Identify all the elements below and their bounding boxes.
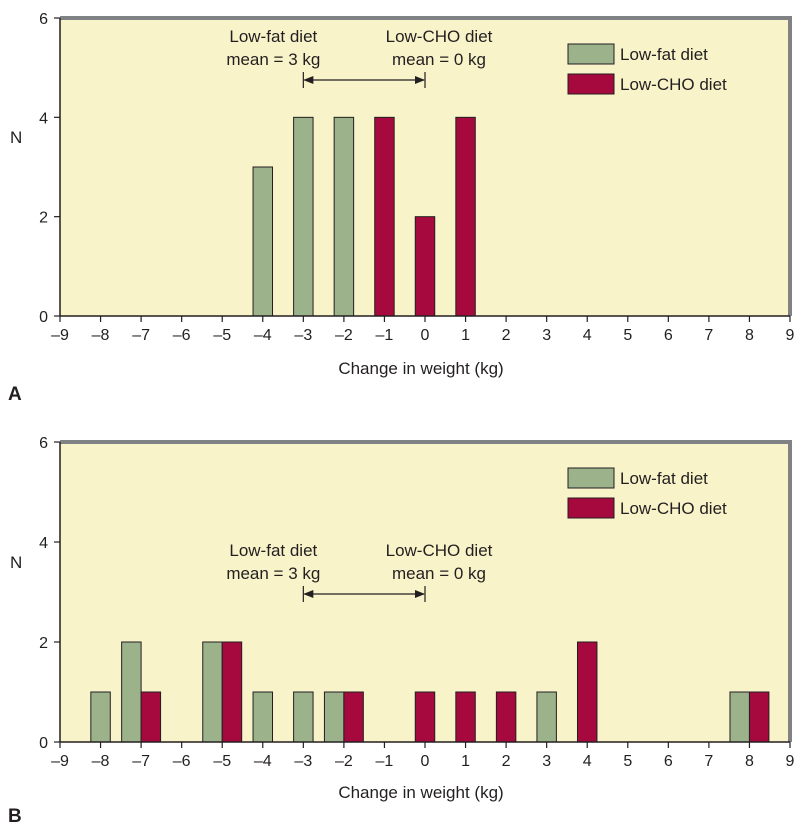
panel-b: –9 –8 –7 –6 –5 –4 –3 –2 –1 0 1 2 3 4 5 6 7 8 9 0 2 4 6 Change i…: [8, 435, 795, 826]
x-tick-label: 8: [745, 327, 754, 344]
low-fat-bar: [252, 691, 274, 743]
low-fat-bar: [333, 116, 355, 317]
low-fat-bar: [202, 641, 223, 743]
low-fat-mean-annotation: Low-fat diet: [229, 27, 317, 46]
x-tick-label: 1: [461, 327, 470, 344]
low-fat-bar: [323, 691, 345, 743]
x-tick-label: 8: [745, 753, 754, 770]
x-tick-label: 4: [583, 753, 592, 770]
low-cho-bar: [140, 691, 162, 743]
y-tick-label: 0: [39, 309, 48, 326]
y-axis-title: N: [10, 553, 22, 572]
x-tick-label: –2: [335, 327, 353, 344]
x-tick-label: 7: [704, 327, 713, 344]
low-cho-bar: [455, 691, 476, 743]
x-tick-label: –6: [173, 327, 191, 344]
x-tick-label: 2: [502, 753, 511, 770]
x-tick-label: 9: [786, 327, 795, 344]
x-tick-label: 7: [704, 753, 713, 770]
x-tick-label: 3: [542, 753, 551, 770]
x-tick-label: –7: [132, 327, 150, 344]
low-cho-mean-annotation: Low-CHO diet: [386, 541, 493, 560]
panel-letter: A: [8, 384, 22, 405]
x-tick-label: –4: [254, 327, 272, 344]
y-tick-label: 0: [39, 735, 48, 752]
low-fat-bar: [536, 691, 557, 743]
x-tick-label: 4: [583, 327, 592, 344]
low-fat-bar: [252, 166, 274, 317]
low-cho-bar: [576, 641, 598, 743]
x-tick-label: –9: [51, 327, 69, 344]
low-fat-mean-annotation: Low-fat diet: [229, 541, 317, 560]
x-tick-label: 2: [502, 327, 511, 344]
x-tick-label: 0: [421, 753, 430, 770]
low-fat-bar: [121, 641, 142, 743]
low-cho-bar: [414, 216, 436, 317]
low-cho-bar: [748, 691, 770, 743]
x-tick-label: –5: [213, 753, 231, 770]
low-cho-legend-label: Low-CHO diet: [620, 499, 727, 518]
x-axis-title: Change in weight (kg): [338, 359, 503, 378]
low-cho-bar: [495, 691, 517, 743]
y-axis-title: N: [10, 128, 22, 147]
low-fat-bar: [293, 691, 314, 743]
x-tick-label: –2: [335, 753, 353, 770]
low-cho-mean-annotation: mean = 0 kg: [392, 50, 486, 69]
low-cho-bar: [414, 691, 436, 743]
low-fat-bar: [729, 691, 750, 743]
low-fat-legend-swatch: [567, 43, 615, 65]
y-tick-label: 2: [39, 210, 48, 227]
low-fat-bar: [293, 116, 314, 317]
low-fat-mean-annotation: mean = 3 kg: [226, 564, 320, 583]
low-fat-bar: [90, 691, 111, 743]
y-tick-label: 6: [39, 435, 48, 452]
x-tick-label: –3: [294, 753, 312, 770]
x-tick-label: 9: [786, 753, 795, 770]
panel-letter: B: [8, 806, 22, 826]
low-cho-legend-label: Low-CHO diet: [620, 75, 727, 94]
x-tick-label: –7: [132, 753, 150, 770]
low-cho-bar: [455, 116, 476, 317]
x-tick-label: 0: [421, 327, 430, 344]
x-tick-label: 6: [664, 327, 673, 344]
x-tick-label: 5: [623, 753, 632, 770]
x-tick-label: –8: [92, 753, 110, 770]
plot-frame: [60, 16, 792, 316]
x-tick-label: –4: [254, 753, 272, 770]
y-tick-label: 4: [39, 110, 48, 127]
low-cho-mean-annotation: Low-CHO diet: [386, 27, 493, 46]
low-cho-legend-swatch: [567, 73, 615, 95]
plot-frame: [60, 440, 792, 742]
x-tick-label: –6: [173, 753, 191, 770]
x-tick-label: –8: [92, 327, 110, 344]
low-fat-legend-label: Low-fat diet: [620, 45, 708, 64]
y-tick-label: 2: [39, 635, 48, 652]
x-tick-label: 1: [461, 753, 470, 770]
low-cho-bar: [343, 691, 364, 743]
x-tick-label: 3: [542, 327, 551, 344]
low-cho-bar: [221, 641, 243, 743]
low-cho-legend-swatch: [567, 497, 615, 519]
x-tick-label: 6: [664, 753, 673, 770]
x-axis-title: Change in weight (kg): [338, 783, 503, 802]
low-fat-legend-swatch: [567, 467, 615, 489]
low-cho-mean-annotation: mean = 0 kg: [392, 564, 486, 583]
y-tick-label: 6: [39, 11, 48, 28]
panel-a: –9 –8 –7 –6 –5 –4 –3 –2 –1 0 1 2 3 4 5 6 7 8 9 0 2 4 6 Change i…: [8, 11, 795, 405]
x-tick-label: –5: [213, 327, 231, 344]
low-fat-legend-label: Low-fat diet: [620, 469, 708, 488]
y-tick-label: 4: [39, 535, 48, 552]
low-fat-mean-annotation: mean = 3 kg: [226, 50, 320, 69]
x-tick-label: –1: [376, 327, 394, 344]
x-tick-label: –3: [294, 327, 312, 344]
x-tick-label: 5: [623, 327, 632, 344]
x-tick-label: –1: [376, 753, 394, 770]
low-cho-bar: [374, 116, 395, 317]
x-tick-label: –9: [51, 753, 69, 770]
